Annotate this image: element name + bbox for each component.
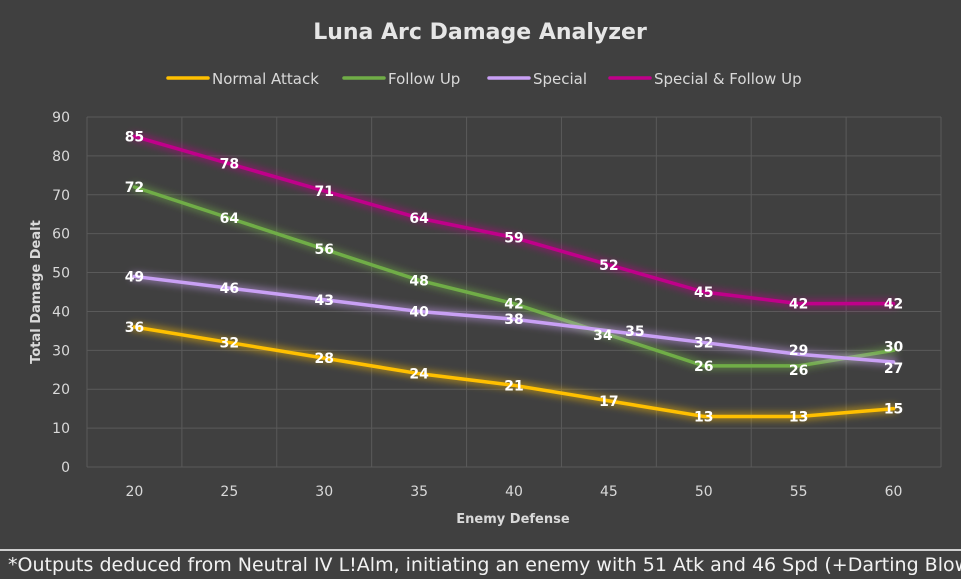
- legend: Normal Attack Follow Up Special Special & F…: [166, 70, 802, 88]
- data-label-follow-up: 34: [593, 328, 613, 344]
- data-label-special: 38: [504, 312, 523, 328]
- data-label-follow-up: 48: [409, 273, 428, 289]
- y-tick-label: 10: [52, 421, 70, 437]
- data-label-special-follow-up: 42: [884, 297, 903, 313]
- y-tick-label: 50: [52, 266, 70, 282]
- data-label-special-follow-up: 45: [694, 285, 713, 301]
- footnote: *Outputs deduced from Neutral IV L!Alm, …: [8, 554, 961, 576]
- data-label-follow-up: 56: [314, 242, 333, 258]
- data-label-follow-up: 42: [504, 297, 523, 313]
- data-label-special: 46: [220, 281, 239, 297]
- data-label-special: 40: [409, 304, 429, 320]
- data-label-special: 43: [314, 293, 333, 309]
- data-label-normal-attack: 28: [314, 351, 333, 367]
- data-label-normal-attack: 32: [220, 336, 239, 352]
- data-label-special-follow-up: 64: [409, 211, 429, 227]
- y-tick-label: 0: [61, 460, 70, 476]
- data-label-special-follow-up: 85: [125, 129, 144, 145]
- legend-label-normal-attack: Normal Attack: [212, 70, 319, 88]
- data-label-follow-up: 26: [694, 359, 713, 375]
- series-line-special-follow-up: [132, 134, 896, 306]
- footnote-bar: *Outputs deduced from Neutral IV L!Alm, …: [0, 549, 961, 579]
- data-label-special-follow-up: 59: [504, 231, 523, 247]
- y-tick-label: 40: [52, 304, 70, 320]
- series-line-normal-attack: [132, 325, 896, 419]
- x-tick-label: 40: [505, 484, 523, 500]
- data-label-normal-attack: 17: [599, 394, 618, 410]
- data-label-special-follow-up: 71: [314, 184, 333, 200]
- series-line-follow-up: [132, 185, 896, 368]
- series-glow-follow-up: [129, 182, 899, 371]
- line-chart: Luna Arc Damage Analyzer 0 10 20 30 40 50 60 70…: [29, 20, 942, 527]
- data-label-normal-attack: 24: [409, 367, 429, 383]
- data-label-special: 29: [789, 343, 808, 359]
- data-label-special: 35: [625, 324, 644, 340]
- y-tick-label: 30: [52, 343, 70, 359]
- x-tick-label: 20: [126, 484, 144, 500]
- x-tick-label: 55: [790, 484, 808, 500]
- data-labels: 36 32 28 24 21 17 13 13 15 72 64 56 48 42 34 26 26 30 49 46…: [125, 129, 904, 425]
- series-line-special: [132, 274, 896, 364]
- data-label-follow-up: 72: [125, 180, 144, 196]
- y-tick-label: 20: [52, 382, 70, 398]
- axis-ticks: 0 10 20 30 40 50 60 70 80 90 20 25 30 35 40 45 50 55 60: [52, 110, 902, 500]
- data-label-normal-attack: 21: [504, 378, 523, 394]
- y-tick-label: 60: [52, 227, 70, 243]
- data-label-special: 27: [884, 361, 903, 377]
- data-label-special-follow-up: 78: [220, 157, 239, 173]
- data-label-follow-up: 30: [884, 339, 904, 355]
- data-label-special-follow-up: 52: [599, 258, 618, 274]
- data-label-normal-attack: 13: [694, 409, 713, 425]
- data-label-normal-attack: 13: [789, 409, 808, 425]
- data-label-follow-up: 26: [789, 363, 808, 379]
- x-axis-title: Enemy Defense: [456, 512, 570, 527]
- legend-label-follow-up: Follow Up: [388, 70, 460, 88]
- y-axis-title: Total Damage Dealt: [29, 220, 44, 364]
- y-tick-label: 70: [52, 188, 70, 204]
- chart-title: Luna Arc Damage Analyzer: [313, 20, 647, 45]
- data-label-special-follow-up: 42: [789, 297, 808, 313]
- x-tick-label: 45: [600, 484, 618, 500]
- y-tick-label: 90: [52, 110, 70, 126]
- x-tick-label: 25: [220, 484, 238, 500]
- legend-label-special: Special: [533, 70, 587, 88]
- series-lines: [129, 131, 899, 421]
- y-tick-label: 80: [52, 149, 70, 165]
- data-label-follow-up: 64: [220, 211, 240, 227]
- legend-label-special-follow-up: Special & Follow Up: [654, 70, 802, 88]
- data-label-normal-attack: 36: [125, 320, 144, 336]
- x-tick-label: 50: [695, 484, 713, 500]
- series-glow-normal-attack: [129, 322, 899, 421]
- data-label-normal-attack: 15: [884, 402, 903, 418]
- x-tick-label: 35: [410, 484, 428, 500]
- x-tick-label: 30: [315, 484, 333, 500]
- data-label-special: 32: [694, 336, 713, 352]
- x-tick-label: 60: [885, 484, 903, 500]
- data-label-special: 49: [125, 269, 144, 285]
